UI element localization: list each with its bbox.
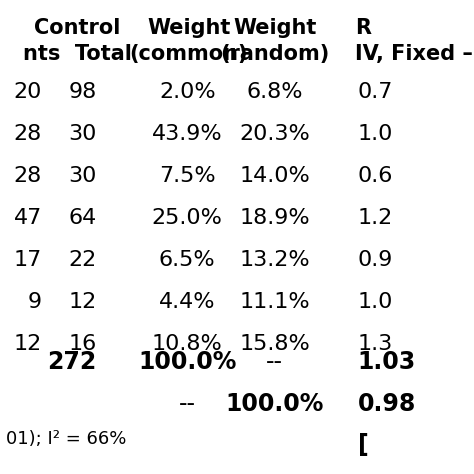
Text: 0.7: 0.7 <box>357 82 393 102</box>
Text: 12: 12 <box>68 292 96 312</box>
Text: 20.3%: 20.3% <box>239 124 310 144</box>
Text: 10.8%: 10.8% <box>152 334 223 354</box>
Text: IV, Fixed –: IV, Fixed – <box>355 44 473 64</box>
Text: 1.03: 1.03 <box>357 350 416 374</box>
Text: 16: 16 <box>68 334 96 354</box>
Text: 17: 17 <box>14 250 42 270</box>
Text: 18.9%: 18.9% <box>239 208 310 228</box>
Text: 100.0%: 100.0% <box>138 350 237 374</box>
Text: [: [ <box>357 433 368 457</box>
Text: 4.4%: 4.4% <box>159 292 216 312</box>
Text: 1.2: 1.2 <box>357 208 393 228</box>
Text: 0.98: 0.98 <box>357 392 416 416</box>
Text: 100.0%: 100.0% <box>226 392 324 416</box>
Text: R: R <box>355 18 371 38</box>
Text: 1.0: 1.0 <box>357 124 393 144</box>
Text: 15.8%: 15.8% <box>239 334 310 354</box>
Text: 28: 28 <box>14 166 42 186</box>
Text: 13.2%: 13.2% <box>239 250 310 270</box>
Text: 14.0%: 14.0% <box>239 166 310 186</box>
Text: (random): (random) <box>220 44 329 64</box>
Text: 11.1%: 11.1% <box>239 292 310 312</box>
Text: 6.8%: 6.8% <box>246 82 303 102</box>
Text: 1.0: 1.0 <box>357 292 393 312</box>
Text: 272: 272 <box>47 350 96 374</box>
Text: 20: 20 <box>13 82 42 102</box>
Text: 25.0%: 25.0% <box>152 208 223 228</box>
Text: 47: 47 <box>14 208 42 228</box>
Text: 22: 22 <box>68 250 96 270</box>
Text: 6.5%: 6.5% <box>159 250 216 270</box>
Text: 2.0%: 2.0% <box>159 82 216 102</box>
Text: Weight: Weight <box>147 18 230 38</box>
Text: nts  Total: nts Total <box>23 44 132 64</box>
Text: 98: 98 <box>68 82 96 102</box>
Text: --: -- <box>179 392 196 416</box>
Text: 12: 12 <box>14 334 42 354</box>
Text: 43.9%: 43.9% <box>152 124 223 144</box>
Text: 01); I² = 66%: 01); I² = 66% <box>7 430 127 448</box>
Text: 7.5%: 7.5% <box>159 166 216 186</box>
Text: 30: 30 <box>68 166 96 186</box>
Text: 0.9: 0.9 <box>357 250 393 270</box>
Text: 30: 30 <box>68 124 96 144</box>
Text: 0.6: 0.6 <box>357 166 393 186</box>
Text: 64: 64 <box>68 208 96 228</box>
Text: 9: 9 <box>27 292 42 312</box>
Text: Weight: Weight <box>233 18 317 38</box>
Text: --: -- <box>266 350 283 374</box>
Text: (common): (common) <box>129 44 248 64</box>
Text: 28: 28 <box>14 124 42 144</box>
Text: Control: Control <box>34 18 120 38</box>
Text: 1.3: 1.3 <box>357 334 393 354</box>
